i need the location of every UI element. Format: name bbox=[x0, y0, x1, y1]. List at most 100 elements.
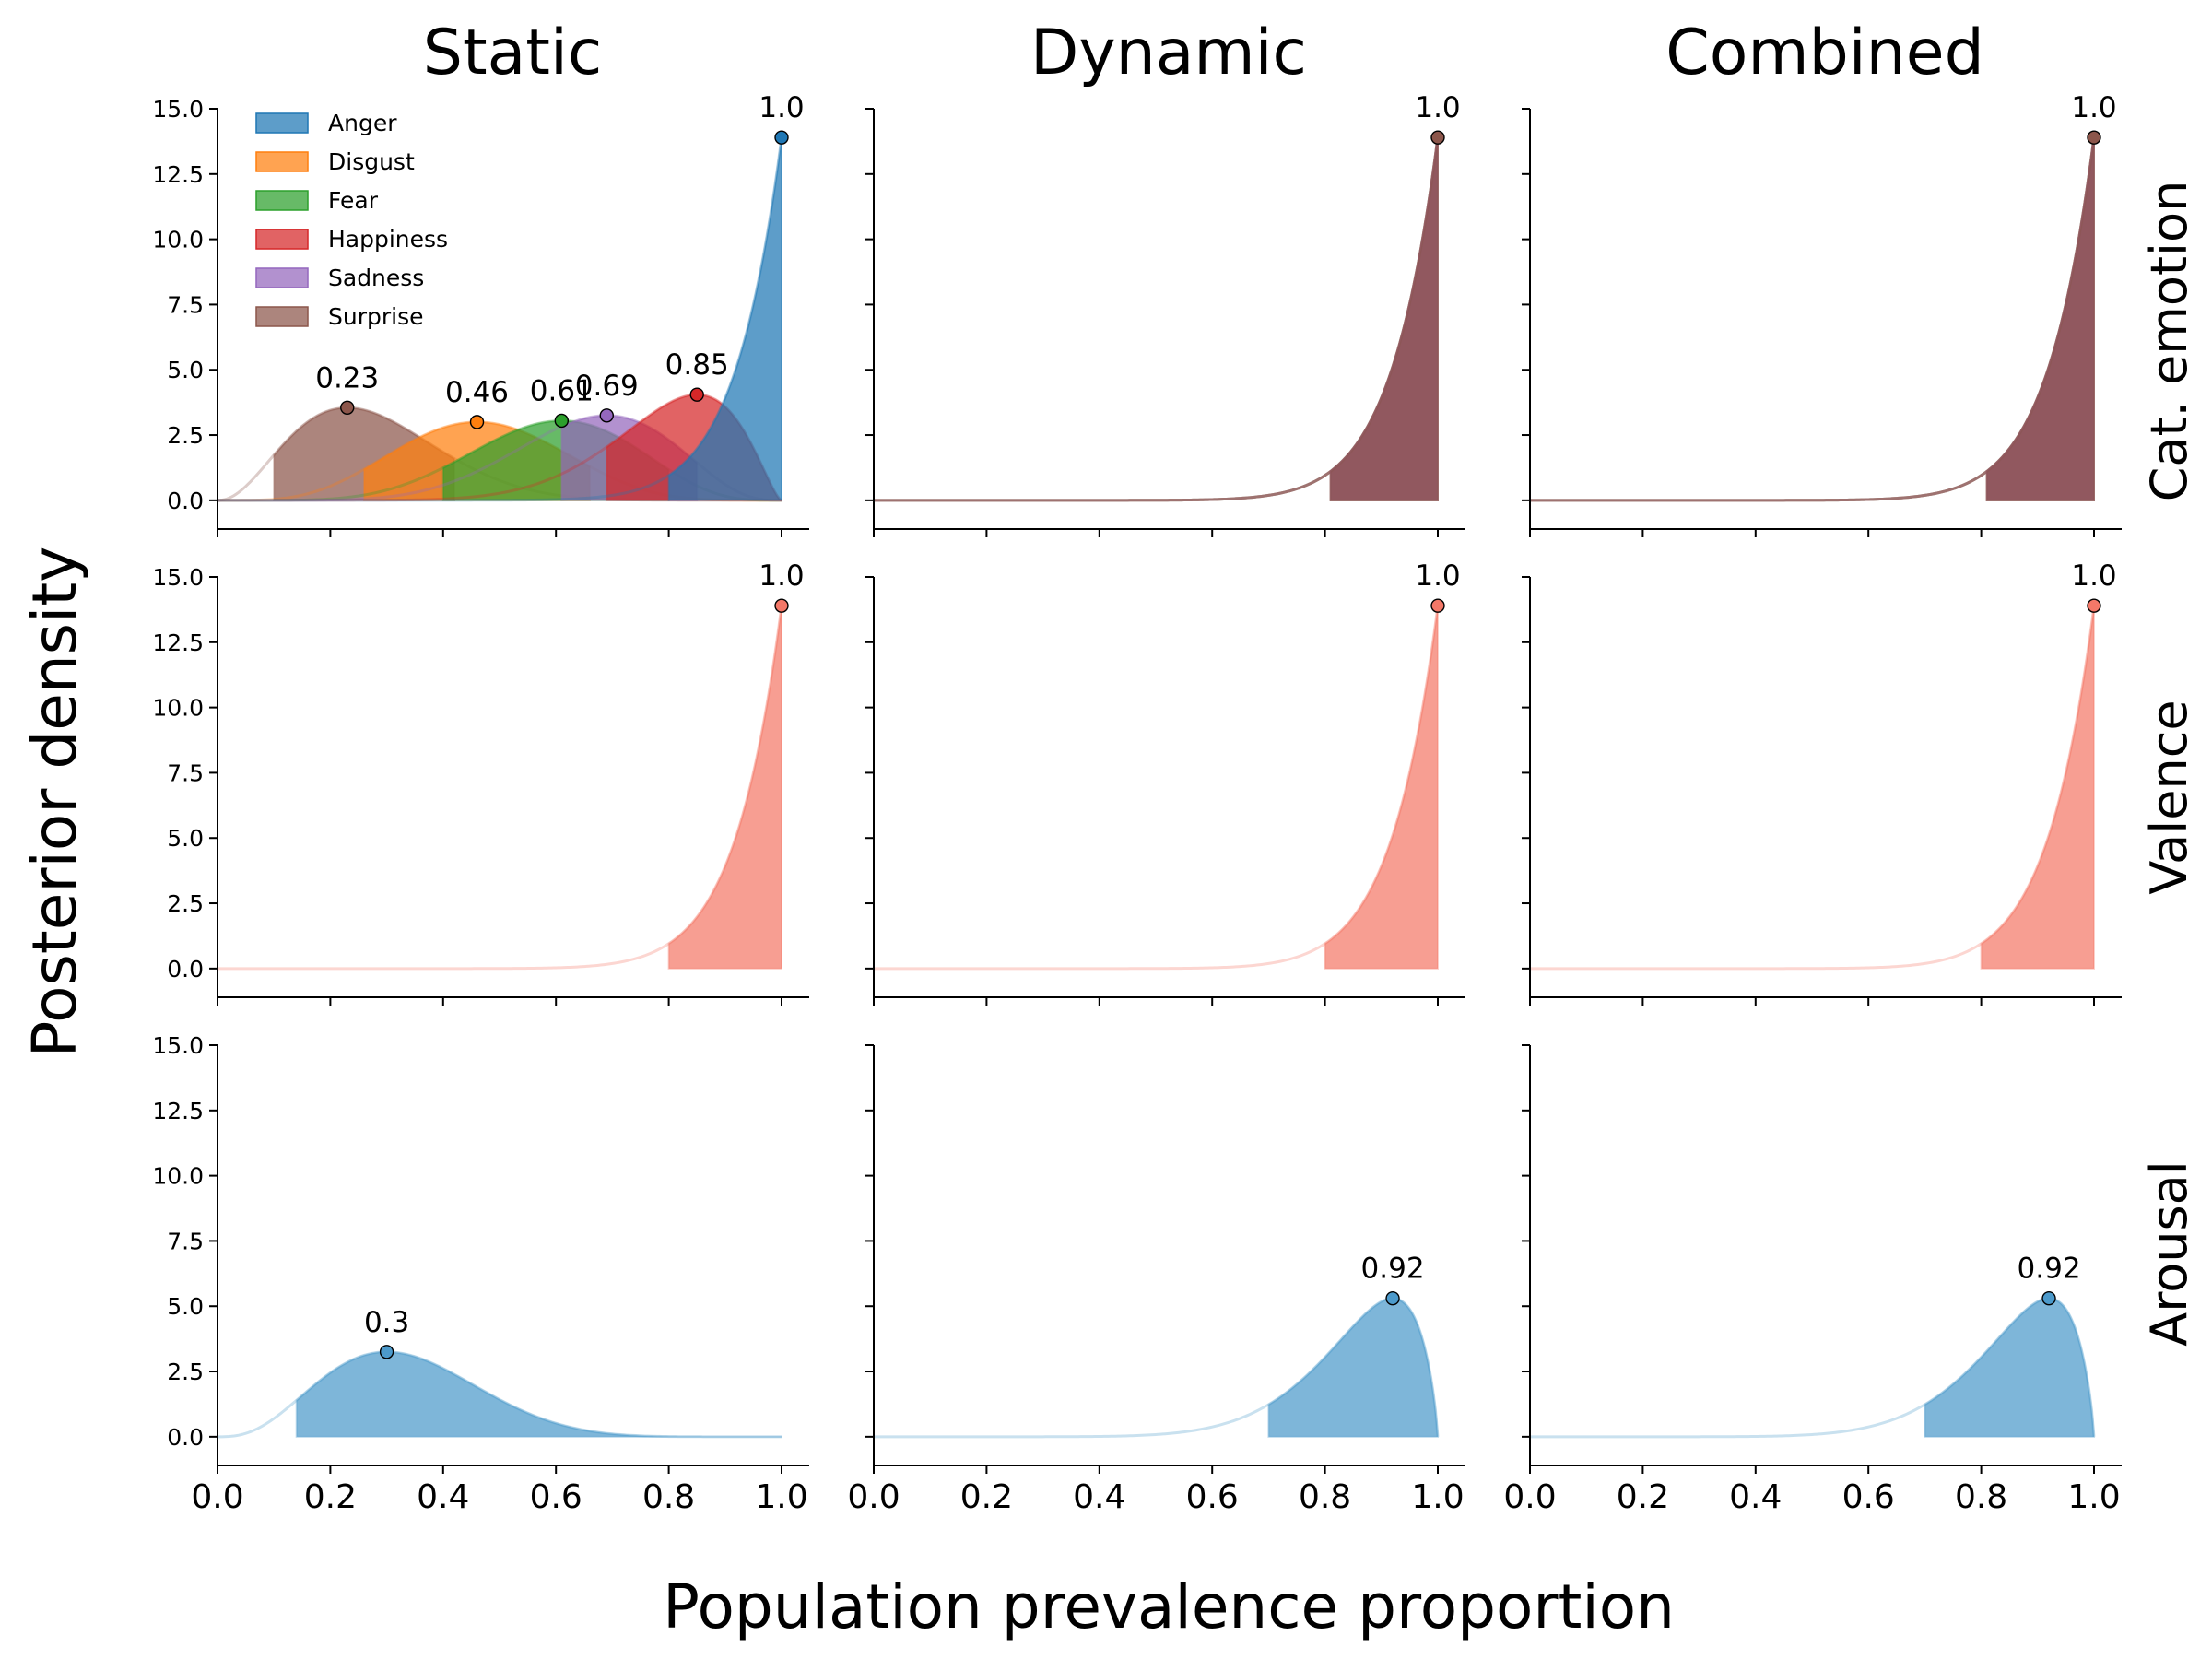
mode-label-valence: 1.0 bbox=[759, 559, 804, 593]
mode-marker-valence bbox=[2087, 598, 2101, 613]
y-tick-label: 0.0 bbox=[167, 1424, 204, 1451]
mode-marker-fear bbox=[554, 413, 570, 429]
series-disgust bbox=[874, 136, 1440, 502]
legend-swatch-sadness bbox=[255, 267, 309, 288]
y-tick-label: 2.5 bbox=[167, 1359, 204, 1385]
legend-swatch-disgust bbox=[255, 151, 309, 172]
legend-label-anger: Anger bbox=[328, 110, 397, 136]
panel-arousal-dynamic: 0.92 0.0 0.2 0.4 0.6 0.8 1.0 bbox=[847, 1044, 1465, 1516]
density-curve-anger bbox=[1530, 136, 2096, 502]
panel-cat-emotion-static: 0.23 0.46 0.610.69 0.85 1.0 0.0 2.5 5.0 7.5 10.0 1… bbox=[152, 91, 809, 537]
x-tick-label: 0.0 bbox=[1503, 1478, 1556, 1516]
mode-marker-arousal bbox=[1385, 1291, 1400, 1306]
series-sadness bbox=[874, 136, 1440, 502]
y-tick-label: 10.0 bbox=[152, 695, 204, 722]
panel-valence-static: 1.0 0.0 2.5 5.0 7.5 10.0 12.5 15.0 bbox=[152, 559, 809, 1006]
mode-label-happiness: 0.85 bbox=[665, 348, 729, 382]
x-tick-label: 0.8 bbox=[1955, 1478, 2007, 1516]
mode-label-valence: 1.0 bbox=[1415, 559, 1460, 593]
x-axis-label: Population prevalence proportion bbox=[663, 1571, 1675, 1642]
y-tick-label: 7.5 bbox=[167, 759, 204, 786]
row-title-arousal: Arousal bbox=[2140, 1160, 2198, 1346]
row-title-valence: Valence bbox=[2140, 700, 2198, 894]
mode-label-anger: 1.0 bbox=[759, 91, 804, 124]
hdi-area-valence bbox=[1980, 606, 2095, 970]
series-disgust bbox=[1530, 136, 2096, 502]
x-tick-label: 0.0 bbox=[847, 1478, 900, 1516]
y-axis-label: Posterior density bbox=[19, 547, 90, 1058]
hdi-area-arousal bbox=[1267, 1297, 1440, 1438]
density-curve-anger bbox=[874, 136, 1440, 502]
x-tick-label: 0.2 bbox=[960, 1478, 1013, 1516]
mode-marker-sadness bbox=[599, 408, 614, 423]
series-anger bbox=[1530, 136, 2096, 502]
legend-label-surprise: Surprise bbox=[328, 303, 424, 330]
series-surprise bbox=[1530, 136, 2096, 502]
legend-swatch-fear bbox=[255, 190, 309, 211]
mode-marker-surprise bbox=[1430, 130, 1445, 145]
mode-label-valence: 1.0 bbox=[2071, 559, 2116, 593]
x-tick-label: 0.8 bbox=[642, 1478, 695, 1516]
x-tick-label: 0.0 bbox=[191, 1478, 243, 1516]
legend-swatch-surprise bbox=[255, 306, 309, 327]
panel-cat-emotion-combined: 1.0 bbox=[1522, 91, 2122, 537]
density-curve-fear bbox=[1530, 136, 2096, 502]
legend-label-fear: Fear bbox=[328, 187, 379, 214]
legend-label-sadness: Sadness bbox=[328, 265, 424, 291]
x-tick-label: 1.0 bbox=[1411, 1478, 1464, 1516]
x-tick-label: 1.0 bbox=[755, 1478, 807, 1516]
mode-label-disgust: 0.46 bbox=[445, 376, 509, 409]
hdi-area-valence bbox=[1324, 606, 1439, 970]
mode-marker-surprise bbox=[2087, 130, 2101, 145]
series-anger bbox=[874, 136, 1440, 502]
y-tick-label: 12.5 bbox=[152, 1098, 204, 1124]
y-tick-label: 15.0 bbox=[152, 96, 204, 123]
mode-label-arousal: 0.92 bbox=[2018, 1253, 2081, 1286]
y-tick-label: 5.0 bbox=[167, 1293, 204, 1320]
density-curve-valence bbox=[874, 605, 1440, 971]
series-arousal bbox=[874, 1297, 1440, 1439]
series-fear bbox=[1530, 136, 2096, 502]
hdi-area-valence bbox=[667, 606, 782, 970]
density-curve-sadness bbox=[874, 136, 1440, 502]
panel-valence-combined: 1.0 bbox=[1522, 559, 2122, 1006]
y-tick-label: 12.5 bbox=[152, 629, 204, 656]
y-tick-label: 0.0 bbox=[167, 956, 204, 982]
x-tick-label: 0.2 bbox=[1617, 1478, 1669, 1516]
mode-marker-arousal bbox=[379, 1345, 394, 1359]
series-arousal bbox=[218, 1350, 782, 1439]
density-curve-valence bbox=[1530, 605, 2096, 971]
col-title-static: Static bbox=[423, 17, 602, 89]
series-happiness bbox=[874, 136, 1440, 502]
legend-swatch-happiness bbox=[255, 229, 309, 250]
series-valence bbox=[1530, 605, 2096, 971]
panel-arousal-combined: 0.92 0.0 0.2 0.4 0.6 0.8 1.0 bbox=[1503, 1044, 2122, 1516]
series-valence bbox=[218, 605, 783, 971]
density-curve-disgust bbox=[874, 136, 1440, 502]
panel-arousal-static: 0.3 0.0 2.5 5.0 7.5 10.0 12.5 15.0 0.0 0.2 0.4 0.6 0… bbox=[152, 1032, 809, 1516]
y-tick-label: 7.5 bbox=[167, 1228, 204, 1254]
mode-label-surprise: 1.0 bbox=[1415, 91, 1460, 124]
density-curve-valence bbox=[218, 605, 783, 971]
hdi-area-arousal bbox=[1924, 1297, 2096, 1438]
mode-marker-surprise bbox=[340, 400, 355, 415]
x-tick-label: 0.4 bbox=[1729, 1478, 1782, 1516]
x-tick-label: 0.2 bbox=[304, 1478, 357, 1516]
series-anger bbox=[218, 136, 783, 502]
mode-marker-valence bbox=[1430, 598, 1445, 613]
density-curve-happiness bbox=[1530, 136, 2096, 502]
y-tick-label: 10.0 bbox=[152, 1163, 204, 1190]
x-tick-label: 1.0 bbox=[2067, 1478, 2120, 1516]
density-curve-sadness bbox=[1530, 136, 2096, 502]
mode-label-surprise: 1.0 bbox=[2071, 91, 2116, 124]
series-happiness bbox=[1530, 136, 2096, 502]
density-curve-happiness bbox=[874, 136, 1440, 502]
mode-label-arousal: 0.3 bbox=[364, 1306, 409, 1339]
x-tick-label: 0.6 bbox=[1842, 1478, 1895, 1516]
x-tick-label: 0.4 bbox=[417, 1478, 469, 1516]
panel-cat-emotion-dynamic: 1.0 bbox=[865, 91, 1465, 537]
series-arousal bbox=[1530, 1297, 2096, 1439]
x-tick-label: 0.8 bbox=[1299, 1478, 1351, 1516]
mode-label-arousal: 0.92 bbox=[1361, 1253, 1425, 1286]
mode-marker-happiness bbox=[689, 387, 704, 402]
